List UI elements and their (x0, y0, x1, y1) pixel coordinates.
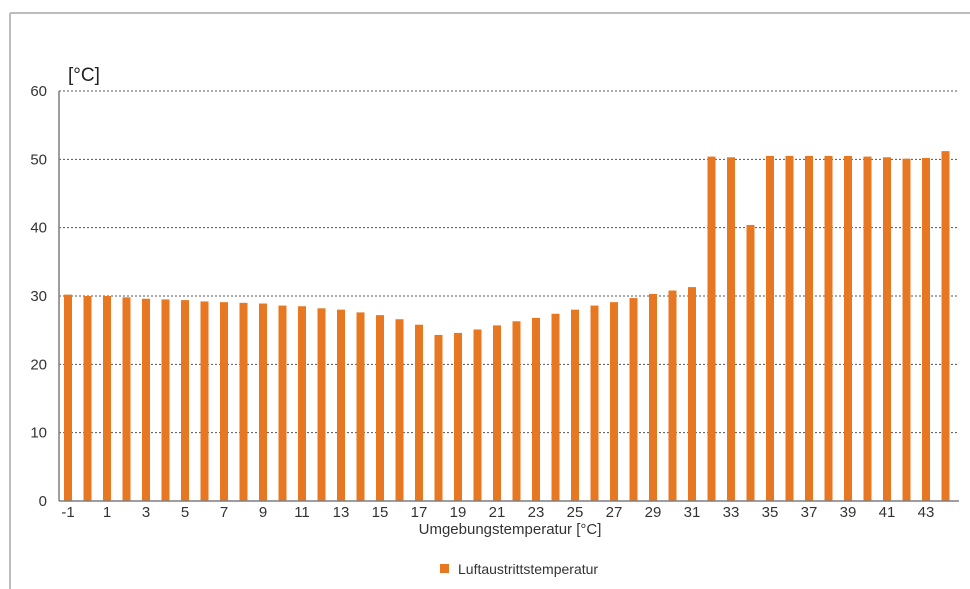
bar (512, 321, 521, 501)
bar (805, 155, 813, 501)
bar (824, 155, 833, 501)
x-tick-label: 15 (372, 504, 389, 521)
gridlines (59, 90, 959, 434)
bar (649, 293, 657, 501)
y-tick-label: 20 (30, 356, 47, 373)
y-tick-label: 0 (39, 493, 47, 510)
bar (122, 297, 131, 501)
y-tick-label: 50 (30, 151, 47, 168)
bar (883, 157, 891, 502)
bar (688, 287, 696, 501)
x-tick-label: 7 (220, 504, 228, 521)
bar (454, 332, 462, 501)
bar (142, 298, 150, 501)
x-tick-label: 41 (879, 504, 896, 521)
bar (902, 158, 911, 501)
bar (707, 156, 716, 501)
x-tick-label: 31 (684, 504, 701, 521)
bar (629, 298, 638, 501)
bar (434, 334, 443, 501)
bar (590, 305, 599, 501)
bar (668, 290, 677, 501)
bar (356, 312, 365, 501)
bar (493, 325, 501, 501)
x-tick-label: 9 (259, 504, 267, 521)
x-tick-label: 23 (528, 504, 545, 521)
bar (395, 319, 404, 501)
bar (376, 315, 384, 501)
bar (161, 299, 170, 501)
bar (64, 294, 72, 501)
bar (200, 301, 209, 501)
legend: Luftaustrittstemperatur (440, 561, 598, 577)
y-unit-label: [°C] (68, 65, 100, 86)
bar (746, 224, 755, 501)
bar-series (64, 151, 950, 502)
bar (103, 296, 111, 501)
x-tick-label: 1 (103, 504, 111, 521)
bar (610, 302, 618, 501)
bar (473, 329, 482, 501)
bar (922, 157, 930, 501)
bar (551, 313, 560, 501)
x-tick-label: 37 (801, 504, 818, 521)
x-tick-label: 3 (142, 504, 150, 521)
x-axis-title: Umgebungstemperatur [°C] (419, 521, 602, 538)
bar (571, 309, 579, 501)
x-tick-label: 33 (723, 504, 740, 521)
x-tick-label: 35 (762, 504, 779, 521)
x-tick-label: 13 (333, 504, 350, 521)
x-tick-label: -1 (61, 504, 74, 521)
bar (259, 303, 267, 501)
x-tick-label: 11 (294, 504, 310, 521)
bar (766, 155, 774, 501)
bar (220, 302, 228, 501)
legend-label: Luftaustrittstemperatur (458, 561, 598, 577)
bar (941, 151, 950, 501)
y-tick-label: 60 (30, 83, 47, 100)
x-tick-label: 21 (489, 504, 506, 521)
bar (532, 317, 540, 501)
bar (785, 155, 794, 501)
bar (181, 300, 189, 501)
x-tick-labels: -1 1 3 5 7 9 11 13 15 17 19 21 23 25 27 29 31 33 35 37 39 41 4… (61, 504, 934, 521)
y-tick-label: 40 (30, 220, 47, 237)
bar (415, 324, 423, 501)
bar (337, 309, 345, 501)
bar (298, 306, 306, 501)
y-tick-label: 30 (30, 288, 47, 305)
x-tick-label: 19 (450, 504, 467, 521)
legend-swatch (440, 564, 449, 573)
bar (863, 156, 872, 501)
x-tick-label: 29 (645, 504, 662, 521)
y-tick-labels: 0 10 20 30 40 50 60 (30, 83, 47, 510)
y-tick-label: 10 (30, 425, 47, 442)
bar (727, 157, 735, 502)
bar (83, 296, 92, 501)
bar (278, 305, 287, 501)
x-tick-label: 25 (567, 504, 584, 521)
bar (844, 155, 852, 501)
bar (239, 302, 248, 501)
bar (317, 308, 326, 501)
x-tick-label: 43 (918, 504, 935, 521)
x-tick-label: 5 (181, 504, 189, 521)
x-tick-label: 39 (840, 504, 857, 521)
x-tick-label: 17 (411, 504, 428, 521)
x-tick-label: 27 (606, 504, 623, 521)
